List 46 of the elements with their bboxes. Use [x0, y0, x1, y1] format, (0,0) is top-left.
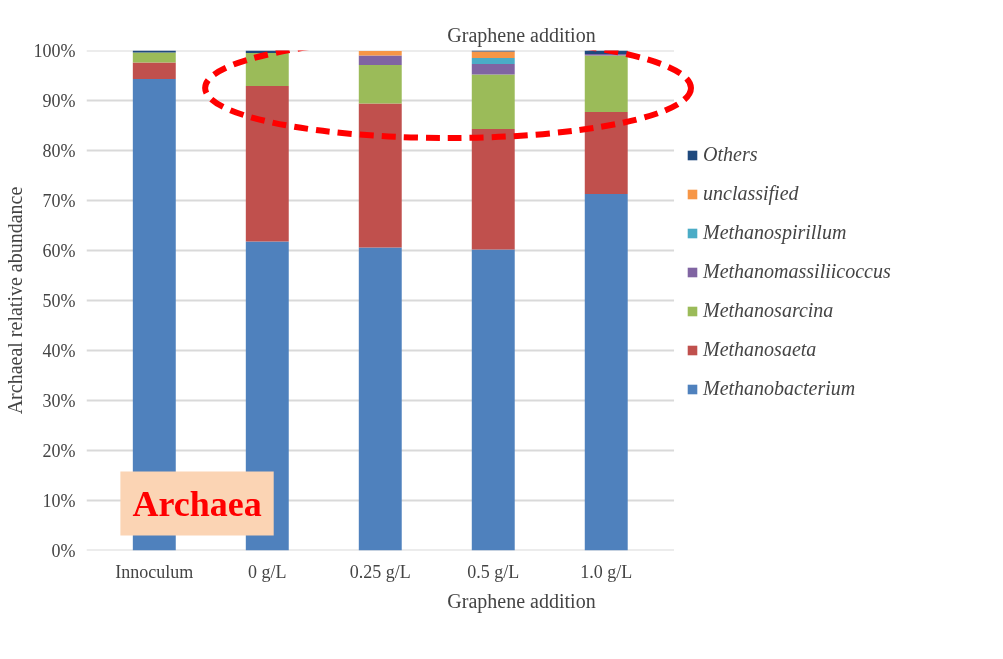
y-tick-label: 90%	[42, 90, 76, 111]
annotation: Archaea	[132, 483, 262, 524]
bar	[471, 249, 515, 551]
legend-label: Methanosarcina	[703, 299, 834, 322]
bar	[471, 74, 515, 129]
bar	[245, 53, 289, 86]
bar	[245, 86, 289, 242]
bar	[471, 51, 515, 58]
y-tick-label: 10%	[42, 490, 76, 511]
bar	[471, 58, 515, 64]
bar	[471, 64, 515, 75]
y-tick-label: 30%	[42, 390, 76, 411]
bar	[584, 194, 628, 551]
y-tick-label: 0%	[51, 540, 76, 561]
x-tick-label: 0 g/L	[248, 561, 287, 582]
bar	[584, 55, 628, 112]
bar	[584, 112, 628, 194]
y-tick-label: 20%	[42, 440, 76, 461]
bar	[358, 103, 402, 248]
y-tick-label: 40%	[42, 340, 76, 361]
y-tick-label: 80%	[42, 140, 76, 161]
legend-label: Methanosaeta	[703, 338, 817, 361]
bar	[358, 65, 402, 104]
y-tick-label: 60%	[42, 240, 76, 261]
bar	[132, 62, 176, 79]
chart-title: Graphene addition	[447, 23, 596, 47]
legend-label: Others	[703, 143, 758, 166]
x-axis-title: Graphene addition	[447, 589, 596, 613]
legend-label: unclassified	[703, 182, 799, 205]
bar	[471, 129, 515, 250]
bar	[132, 52, 176, 63]
x-tick-label: Innoculum	[115, 561, 194, 582]
legend-label: Methanospirillum	[703, 221, 847, 244]
bar	[358, 51, 402, 56]
bar	[358, 55, 402, 65]
y-tick-label: 70%	[42, 190, 76, 211]
bar	[132, 50, 176, 53]
x-tick-label: 0.5 g/L	[467, 561, 520, 582]
y-axis-title: Archaeal relative abundance	[3, 186, 26, 415]
bar	[358, 247, 402, 551]
y-tick-label: 50%	[42, 290, 76, 311]
legend-label: Methanobacterium	[703, 377, 856, 400]
legend-label: Methanomassiliicoccus	[703, 260, 891, 283]
y-tick-label: 100%	[33, 40, 76, 61]
x-tick-label: 1.0 g/L	[580, 561, 633, 582]
x-tick-label: 0.25 g/L	[349, 561, 411, 582]
